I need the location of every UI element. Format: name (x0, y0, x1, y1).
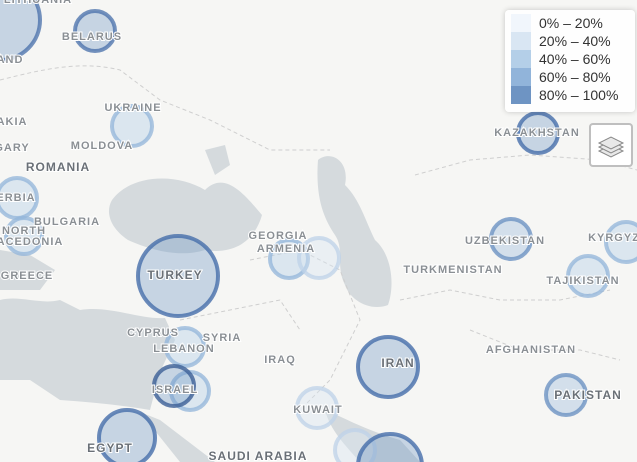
legend-swatch (511, 68, 531, 86)
marker[interactable] (97, 408, 157, 462)
marker[interactable] (0, 0, 42, 62)
marker[interactable] (356, 335, 420, 399)
marker[interactable] (110, 104, 154, 148)
legend-swatch (511, 50, 531, 68)
country-label: MOLDOVA (71, 140, 133, 152)
legend-label: 20% – 40% (539, 33, 611, 49)
layers-icon (597, 136, 625, 158)
legend-item: 0% – 20% (511, 14, 603, 32)
country-label: IRAN (381, 356, 414, 370)
country-label: AND (0, 54, 23, 66)
legend-item: 40% – 60% (511, 50, 611, 68)
country-label: BELARUS (62, 31, 122, 43)
country-label: ISRAEL (152, 384, 198, 396)
country-label: CYPRUS (127, 327, 179, 339)
marker[interactable] (297, 236, 341, 280)
marker[interactable] (73, 9, 117, 53)
legend-swatch (511, 86, 531, 104)
country-label: NORTH (2, 225, 46, 237)
marker[interactable] (566, 254, 610, 298)
country-label: UZBEKISTAN (465, 235, 545, 247)
marker[interactable] (356, 432, 424, 462)
country-label: GEORGIA (249, 230, 308, 242)
country-label: KUWAIT (293, 404, 342, 416)
legend-swatch (511, 32, 531, 50)
country-label: AKIA (0, 116, 27, 128)
country-label: GREECE (1, 270, 53, 282)
marker[interactable] (516, 111, 560, 155)
country-label: ROMANIA (26, 160, 90, 174)
marker[interactable] (136, 234, 220, 318)
marker[interactable] (164, 326, 206, 368)
country-label: AFGHANISTAN (486, 344, 576, 356)
legend-swatch (511, 14, 531, 32)
country-label: LITHUANIA (4, 0, 72, 6)
marker[interactable] (604, 220, 637, 264)
layers-button[interactable] (589, 123, 633, 167)
country-label: EGYPT (87, 441, 133, 455)
country-label: TURKEY (147, 268, 202, 282)
legend-label: 0% – 20% (539, 15, 603, 31)
borders (0, 65, 637, 411)
legend-item: 80% – 100% (511, 86, 618, 104)
marker[interactable] (489, 217, 533, 261)
country-label: KAZAKHSTAN (494, 127, 580, 139)
marker[interactable] (152, 364, 196, 408)
country-label: SAUDI ARABIA (209, 449, 308, 462)
country-label: UKRAINE (104, 102, 161, 114)
legend-label: 40% – 60% (539, 51, 611, 67)
country-label: GARY (0, 142, 30, 154)
country-label: TURKMENISTAN (403, 264, 502, 276)
country-label: IRAQ (264, 354, 296, 366)
marker[interactable] (268, 238, 310, 280)
country-label: KYRGYZ (588, 232, 637, 244)
country-label: LEBANON (153, 343, 214, 355)
legend-label: 60% – 80% (539, 69, 611, 85)
marker[interactable] (4, 216, 44, 256)
marker[interactable] (544, 373, 588, 417)
country-label: TAJIKISTAN (546, 275, 619, 287)
country-label: BULGARIA (34, 216, 100, 228)
marker[interactable] (295, 386, 339, 430)
country-label: ACEDONIA (0, 236, 63, 248)
legend-item: 60% – 80% (511, 68, 611, 86)
legend-label: 80% – 100% (539, 87, 619, 103)
legend-item: 20% – 40% (511, 32, 611, 50)
water (0, 145, 420, 462)
country-label: ERBIA (0, 192, 36, 204)
country-label: ARMENIA (257, 243, 315, 255)
country-label: SYRIA (203, 332, 242, 344)
legend: 0% – 20% 20% – 40% 40% – 60% 60% – 80% 80% –… (505, 10, 635, 112)
country-label: PAKISTAN (554, 388, 622, 402)
marker[interactable] (333, 428, 377, 462)
